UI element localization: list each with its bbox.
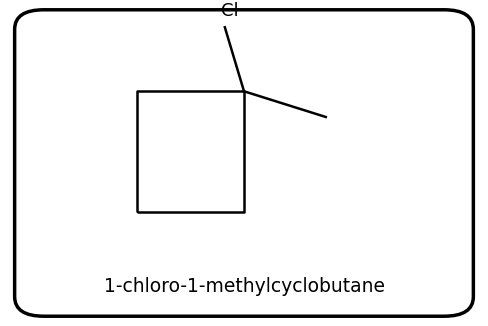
Text: 1-chloro-1-methylcyclobutane: 1-chloro-1-methylcyclobutane bbox=[103, 277, 385, 296]
Text: Cl: Cl bbox=[221, 2, 238, 20]
FancyBboxPatch shape bbox=[15, 10, 473, 316]
